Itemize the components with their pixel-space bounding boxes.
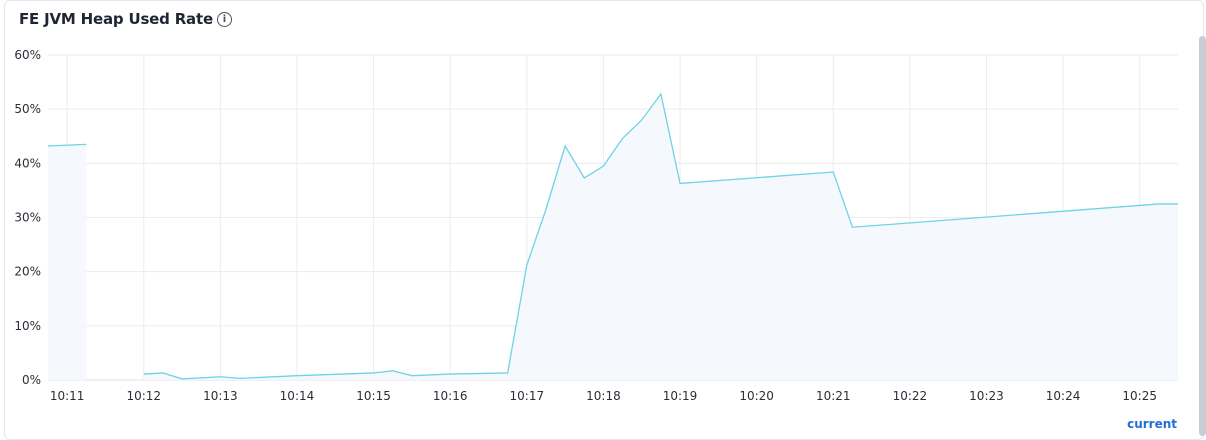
y-tick-label: 50% — [14, 102, 41, 116]
x-tick-label: 10:23 — [969, 389, 1004, 403]
y-tick-label: 10% — [14, 319, 41, 333]
area-fill — [48, 144, 87, 380]
current-link[interactable]: current — [1127, 417, 1177, 431]
y-tick-label: 20% — [14, 265, 41, 279]
y-tick-label: 30% — [14, 211, 41, 225]
x-tick-label: 10:25 — [1122, 389, 1157, 403]
x-tick-label: 10:16 — [433, 389, 468, 403]
panel-title: FE JVM Heap Used Rate — [19, 10, 213, 28]
x-tick-label: 10:17 — [510, 389, 545, 403]
y-tick-label: 0% — [22, 373, 41, 387]
x-tick-label: 10:14 — [280, 389, 315, 403]
info-circle-icon[interactable]: i — [217, 12, 232, 27]
x-tick-label: 10:12 — [126, 389, 161, 403]
y-tick-label: 60% — [14, 48, 41, 62]
vertical-scrollbar[interactable] — [1199, 36, 1206, 436]
x-tick-label: 10:21 — [816, 389, 851, 403]
x-tick-label: 10:11 — [50, 389, 85, 403]
x-tick-label: 10:18 — [586, 389, 621, 403]
series-line — [47, 143, 87, 147]
y-tick-label: 40% — [14, 156, 41, 170]
x-tick-label: 10:20 — [739, 389, 774, 403]
x-tick-label: 10:19 — [663, 389, 698, 403]
x-tick-label: 10:15 — [356, 389, 391, 403]
area-fill — [143, 94, 1179, 380]
series-line — [143, 92, 1178, 380]
x-tick-label: 10:24 — [1046, 389, 1081, 403]
x-tick-label: 10:22 — [893, 389, 928, 403]
x-tick-label: 10:13 — [203, 389, 238, 403]
